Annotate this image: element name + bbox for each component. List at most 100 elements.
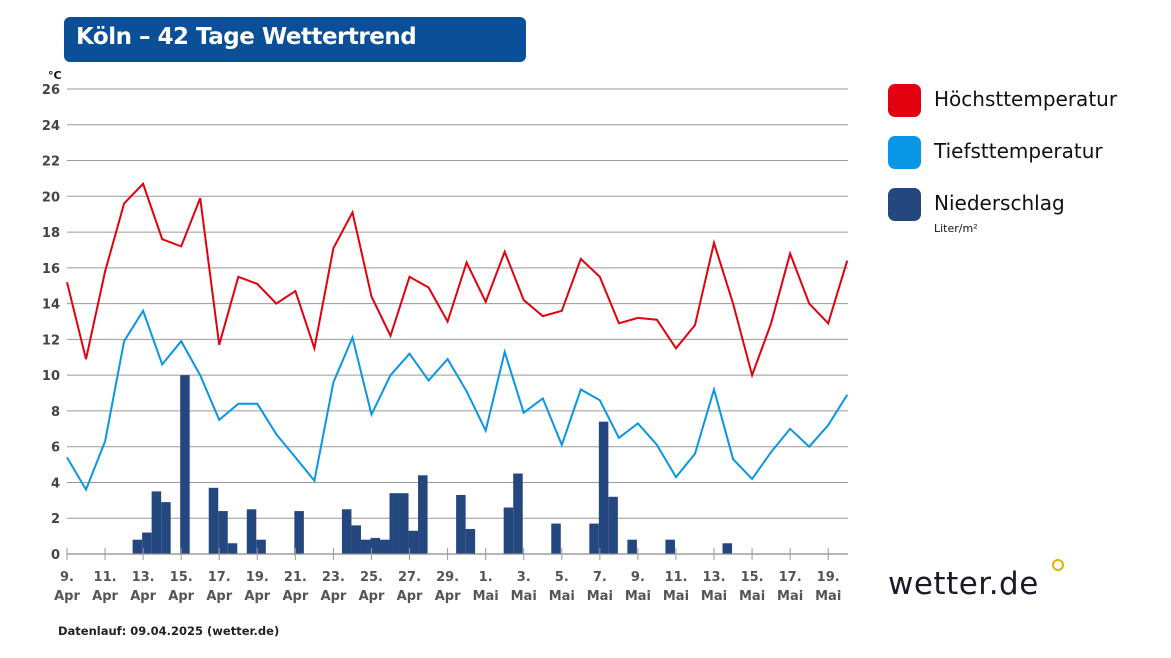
y-tick-label: 6 <box>51 441 60 456</box>
x-tick-label-day: 19. <box>246 570 269 585</box>
x-tick-label-day: 19. <box>817 570 840 585</box>
precipitation-bar <box>360 539 371 554</box>
x-tick-label-day: 29. <box>436 570 459 585</box>
logo-sun-icon <box>1052 559 1064 571</box>
x-tick-label-month: Mai <box>701 589 727 604</box>
precipitation-bar <box>256 539 266 554</box>
min-temp-line <box>66 308 849 492</box>
grid <box>67 88 848 519</box>
y-tick-label: 20 <box>42 190 60 205</box>
y-tick-label: 26 <box>42 83 60 98</box>
y-tick-label: 10 <box>42 369 60 384</box>
precipitation-bar <box>294 511 304 554</box>
legend-swatch-min-temp <box>888 136 921 169</box>
x-tick-label-month: Mai <box>777 589 803 604</box>
axes: 02468101214161820222426°C9.Apr11.Apr13.A… <box>42 69 848 604</box>
legend-swatch-precipitation <box>888 188 921 221</box>
y-tick-label: 18 <box>42 226 60 241</box>
y-tick-label: 22 <box>42 155 60 170</box>
precipitation-bar <box>161 502 171 554</box>
wetter-de-logo: wetter.de <box>888 566 1039 602</box>
precipitation-bar <box>180 375 190 554</box>
max-temp-line <box>66 181 849 379</box>
y-tick-label: 24 <box>42 119 60 134</box>
x-tick-label-day: 11. <box>664 570 687 585</box>
x-tick-label-month: Apr <box>244 589 270 604</box>
x-tick-label-month: Mai <box>587 589 613 604</box>
x-tick-label-month: Apr <box>168 589 194 604</box>
x-tick-label-month: Apr <box>54 589 80 604</box>
x-tick-label-day: 9. <box>60 570 74 585</box>
x-tick-label-day: 13. <box>703 570 726 585</box>
precipitation-unit: Liter/m² <box>934 222 978 235</box>
data-run-footer: Datenlauf: 09.04.2025 (wetter.de) <box>58 624 280 638</box>
x-tick-label-day: 27. <box>398 570 421 585</box>
x-tick-label-month: Mai <box>815 589 841 604</box>
x-tick-label-day: 3. <box>517 570 531 585</box>
precipitation-bar <box>142 532 152 554</box>
precipitation-bar <box>151 491 162 554</box>
x-tick-label-month: Apr <box>92 589 118 604</box>
y-tick-label: 12 <box>42 333 60 348</box>
precipitation-bar <box>389 493 400 554</box>
precipitation-bar <box>351 525 361 554</box>
x-tick-label-month: Apr <box>321 589 347 604</box>
precipitation-bar <box>665 539 675 554</box>
x-tick-label-day: 1. <box>479 570 493 585</box>
x-tick-label-month: Mai <box>625 589 651 604</box>
x-tick-label-day: 15. <box>741 570 764 585</box>
precipitation-bar <box>218 511 228 554</box>
precipitation-bar <box>379 539 390 554</box>
precipitation-bar <box>370 537 380 554</box>
precipitation-bars <box>132 375 733 554</box>
y-tick-label: 16 <box>42 262 60 277</box>
legend-label: Tiefsttemperatur <box>934 139 1103 163</box>
precipitation-bar <box>399 493 409 554</box>
x-tick-label-month: Mai <box>511 589 537 604</box>
y-tick-label: 0 <box>51 548 60 563</box>
precipitation-bar <box>722 543 733 554</box>
legend-swatch-max-temp <box>888 84 921 117</box>
precipitation-bar <box>608 496 618 554</box>
x-tick-label-day: 5. <box>555 570 569 585</box>
precipitation-bar <box>513 473 523 554</box>
x-tick-label-day: 9. <box>631 570 645 585</box>
x-tick-label-month: Apr <box>130 589 156 604</box>
precipitation-bar <box>456 494 466 554</box>
precipitation-bar <box>341 509 352 554</box>
x-tick-label-month: Mai <box>473 589 499 604</box>
precipitation-bar <box>132 539 143 554</box>
precipitation-bar <box>408 530 419 554</box>
precipitation-bar <box>227 543 238 554</box>
precipitation-bar <box>589 523 599 554</box>
y-axis-unit: °C <box>48 69 62 82</box>
y-tick-label: 2 <box>51 512 60 527</box>
precipitation-bar <box>627 539 637 554</box>
x-tick-label-day: 23. <box>322 570 345 585</box>
x-tick-label-month: Apr <box>282 589 308 604</box>
x-tick-label-day: 17. <box>779 570 802 585</box>
x-tick-label-day: 11. <box>94 570 117 585</box>
precipitation-bar <box>246 509 257 554</box>
x-tick-label-day: 21. <box>284 570 307 585</box>
x-tick-label-month: Apr <box>397 589 423 604</box>
x-tick-label-day: 25. <box>360 570 383 585</box>
x-tick-label-month: Mai <box>549 589 575 604</box>
precipitation-bar <box>551 523 561 554</box>
y-tick-label: 8 <box>51 405 60 420</box>
x-tick-label-day: 15. <box>170 570 193 585</box>
x-tick-label-month: Mai <box>739 589 765 604</box>
legend-label: Höchsttemperatur <box>934 87 1118 111</box>
y-tick-label: 14 <box>42 298 60 313</box>
chart-title: Köln – 42 Tage Wettertrend <box>76 24 417 50</box>
x-tick-label-day: 17. <box>208 570 231 585</box>
x-tick-label-day: 7. <box>593 570 607 585</box>
precipitation-bar <box>465 528 476 554</box>
y-tick-label: 4 <box>51 476 60 491</box>
precipitation-bar <box>208 487 219 554</box>
x-tick-label-month: Apr <box>206 589 232 604</box>
temperature-lines <box>66 181 849 492</box>
x-tick-label-month: Mai <box>663 589 689 604</box>
